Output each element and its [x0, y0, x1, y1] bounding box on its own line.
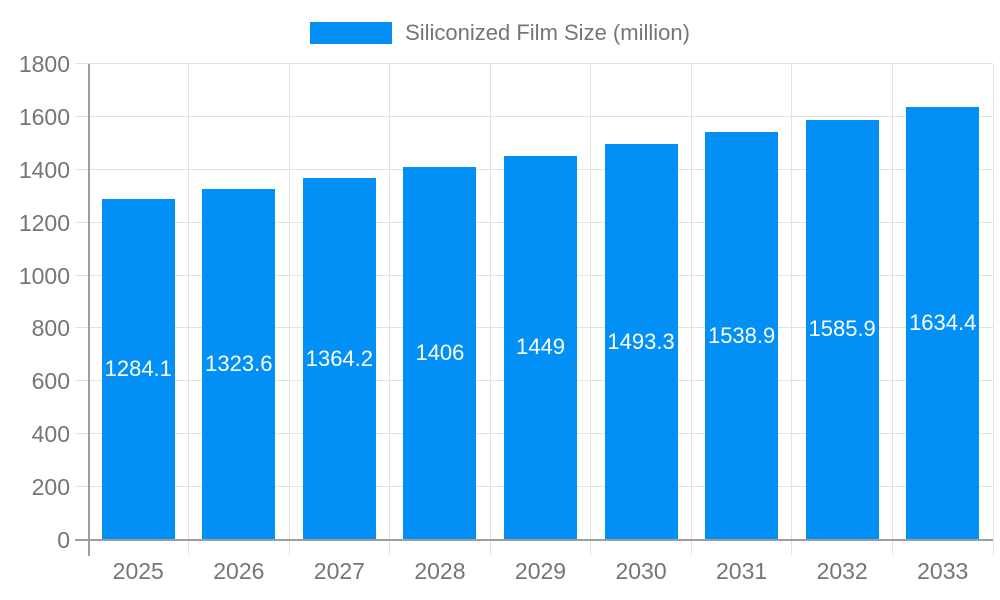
bar-value-label: 1493.3	[607, 328, 675, 354]
bar-value-label: 1406	[415, 340, 465, 366]
bar-value-label: 1585.9	[808, 316, 876, 342]
bar-value-label: 1364.2	[305, 345, 374, 371]
y-tick-label: 800	[31, 315, 70, 342]
bar-2030[interactable]: 1493.3	[604, 144, 678, 539]
y-tick-label: 200	[31, 474, 70, 501]
bar-value-label: 1323.6	[205, 350, 273, 376]
legend-swatch[interactable]	[310, 22, 393, 44]
x-tick-label: 2025	[112, 558, 164, 584]
y-tick-label: 1000	[18, 262, 70, 289]
bar-2029[interactable]: 1449	[504, 155, 577, 539]
y-tick-label: 600	[31, 368, 70, 395]
x-tick-label: 2033	[917, 558, 969, 584]
bar-2027[interactable]: 1364.2	[302, 178, 376, 539]
x-gridline	[690, 64, 692, 555]
x-tick-label: 2028	[414, 558, 466, 584]
x-gridline	[791, 64, 793, 555]
x-tick-label: 2026	[213, 558, 265, 584]
bar-2033[interactable]: 1634.4	[906, 106, 980, 539]
bar-value-label: 1634.4	[909, 309, 977, 335]
bar-2025[interactable]: 1284.1	[101, 199, 175, 539]
bar-value-label: 1284.1	[104, 356, 172, 382]
bar-value-label: 1538.9	[707, 322, 776, 348]
y-axis-line	[88, 64, 90, 556]
x-gridline	[288, 64, 290, 555]
x-tick-label: 2027	[313, 558, 365, 584]
x-tick-label: 2032	[816, 558, 868, 584]
bar-2026[interactable]: 1323.6	[202, 188, 276, 539]
x-gridline	[891, 64, 893, 555]
y-gridline	[75, 63, 993, 64]
legend-label[interactable]: Siliconized Film Size (million)	[405, 20, 690, 45]
y-tick-label: 0	[57, 527, 70, 553]
x-gridline	[489, 64, 491, 555]
x-gridline	[590, 64, 592, 555]
y-tick-label: 1400	[18, 156, 70, 183]
y-tick-label: 1800	[18, 51, 70, 77]
bar-2028[interactable]: 1406	[403, 167, 477, 539]
x-gridline	[188, 64, 190, 555]
y-tick-label: 1200	[18, 209, 70, 236]
bar-2032[interactable]: 1585.9	[805, 119, 879, 539]
x-gridline	[992, 64, 994, 555]
plot-area: 1284.1 1323.6 1364.2 1406 1449 1493.3 1538.9 15…	[75, 63, 994, 556]
y-tick-label: 400	[31, 421, 70, 448]
y-tick-label: 1600	[18, 103, 70, 130]
x-tick-label: 2031	[716, 558, 768, 584]
x-gridline	[389, 64, 391, 555]
bar-2031[interactable]: 1538.9	[705, 132, 779, 539]
x-tick-label: 2030	[615, 558, 667, 584]
chart-legend[interactable]: Siliconized Film Size (million)	[0, 20, 1000, 46]
y-gridline	[75, 115, 993, 117]
x-axis-line	[75, 539, 993, 541]
bar-value-label: 1449	[516, 334, 565, 360]
x-tick-label: 2029	[514, 558, 567, 584]
